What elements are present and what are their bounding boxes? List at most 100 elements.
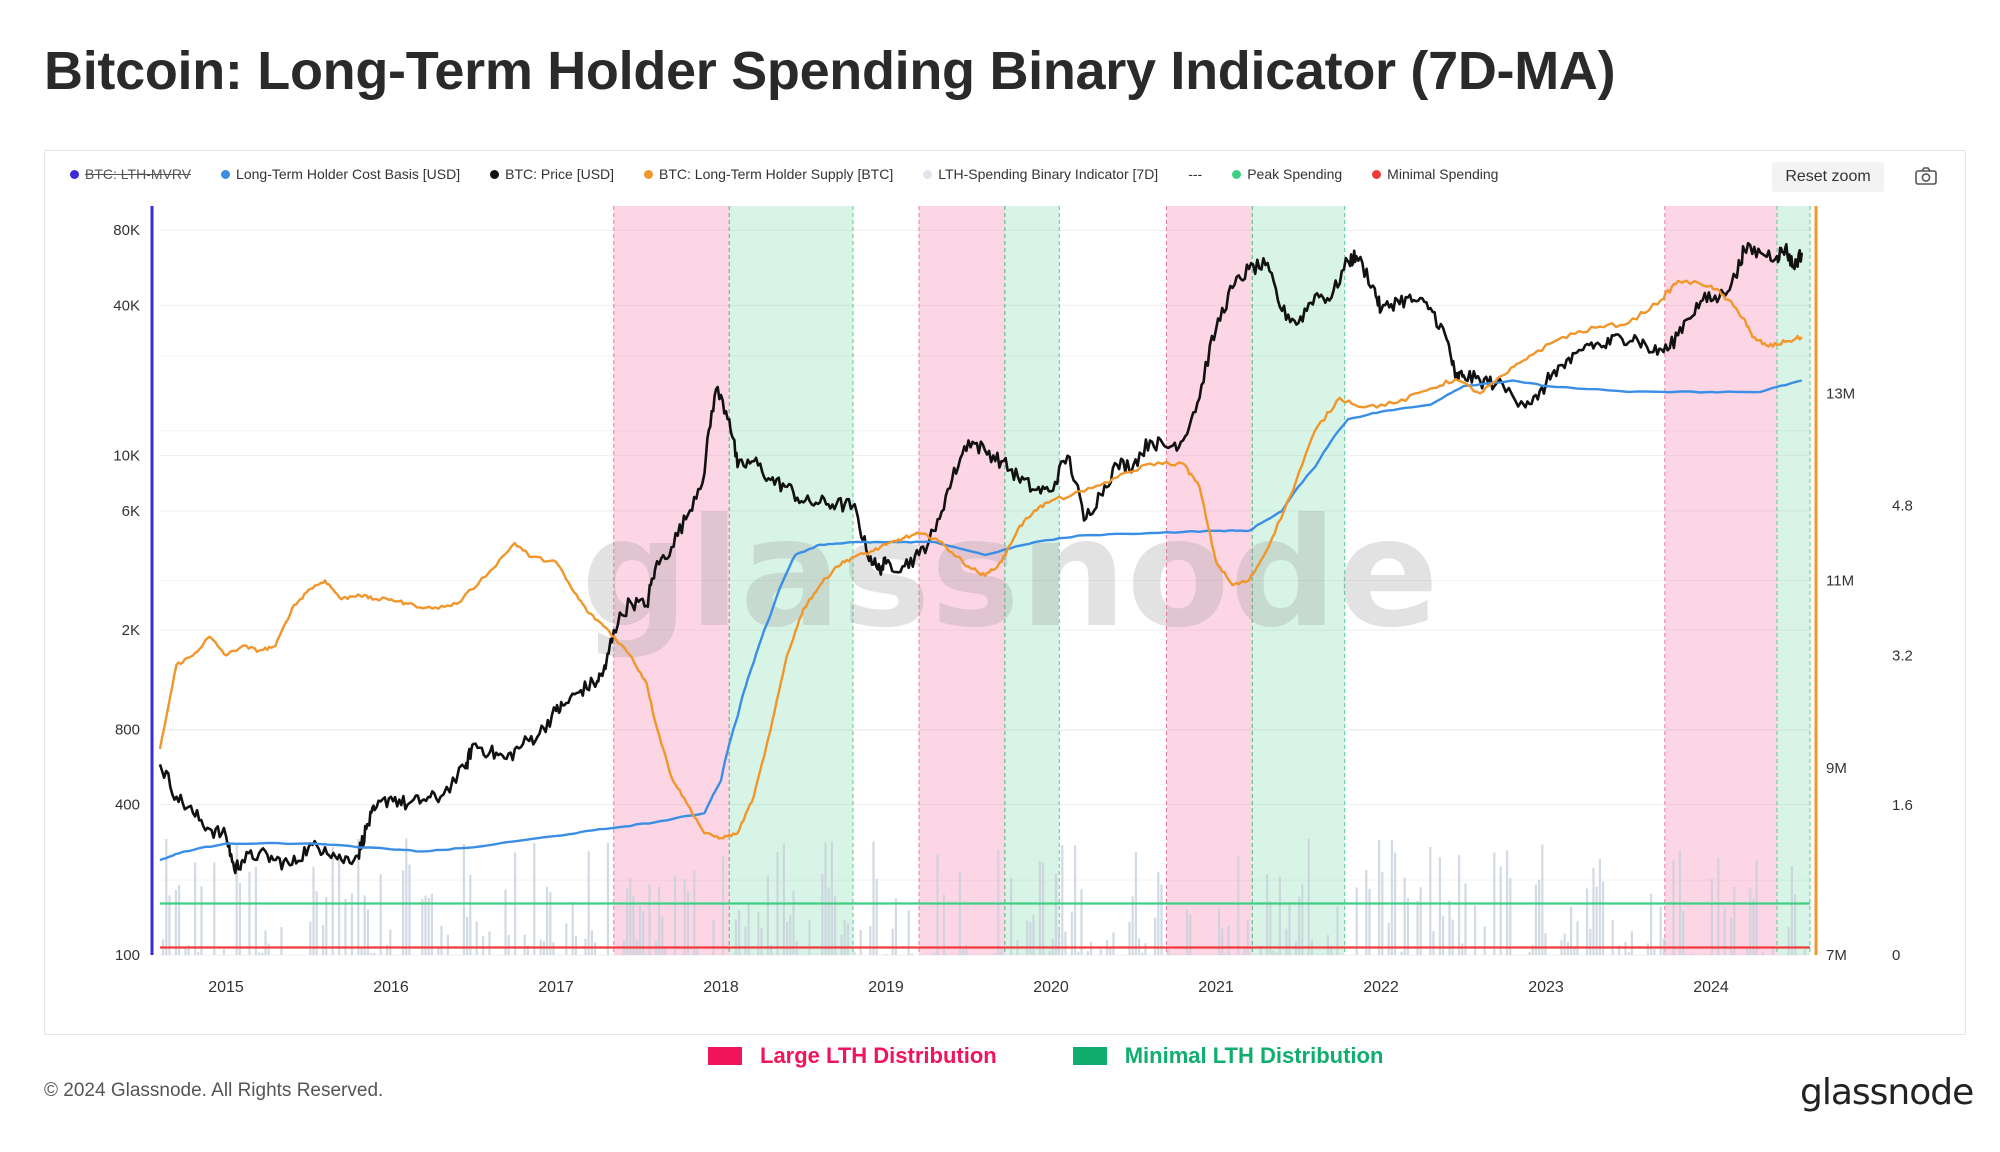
indicator-bar: [1531, 945, 1534, 955]
indicator-bar: [1166, 949, 1169, 955]
indicator-bar: [1483, 926, 1486, 955]
indicator-bar: [424, 895, 427, 955]
indicator-bar: [894, 898, 897, 955]
y-supply-tick-label: 7M: [1826, 947, 1847, 964]
indicator-bar: [1771, 946, 1774, 955]
indicator-bar: [1787, 927, 1790, 955]
indicator-bar: [238, 882, 241, 955]
indicator-bar: [1544, 933, 1547, 955]
indicator-bar: [1272, 950, 1275, 955]
indicator-bar: [696, 945, 699, 955]
indicator-bar: [421, 899, 424, 955]
large-distribution-swatch: [708, 1047, 742, 1065]
indicator-bar: [1618, 945, 1621, 955]
y-mvrv-tick-label: 1.6: [1892, 797, 1913, 814]
indicator-bar: [254, 866, 257, 955]
indicator-bar: [1224, 953, 1227, 955]
indicator-bar: [1534, 884, 1537, 955]
indicator-bar: [373, 953, 376, 955]
y-supply-tick-label: 9M: [1826, 760, 1847, 777]
indicator-bar: [1221, 928, 1224, 955]
indicator-bar: [853, 951, 856, 955]
indicator-bar: [1275, 952, 1278, 955]
indicator-bar: [222, 949, 225, 955]
indicator-bar: [1355, 887, 1358, 955]
indicator-bar: [1307, 838, 1310, 955]
indicator-bar: [1189, 914, 1192, 955]
camera-icon[interactable]: [1914, 166, 1938, 186]
indicator-bar: [1448, 900, 1451, 955]
indicator-bar: [770, 945, 773, 955]
indicator-bar: [360, 948, 363, 955]
legend-item-3[interactable]: BTC: Long-Term Holder Supply [BTC]: [644, 166, 893, 182]
x-tick-label: 2018: [703, 979, 739, 996]
indicator-bar: [747, 902, 750, 955]
indicator-bar: [350, 893, 353, 955]
indicator-bar: [1000, 948, 1003, 955]
indicator-bar: [462, 843, 465, 955]
indicator-bar: [363, 895, 366, 955]
indicator-bar: [408, 864, 411, 955]
indicator-bar: [312, 866, 315, 955]
legend-item-0[interactable]: BTC: LTH-MVRV: [70, 166, 191, 182]
copyright: © 2024 Glassnode. All Rights Reserved.: [44, 1080, 384, 1101]
indicator-bar: [1144, 943, 1147, 955]
indicator-bar: [1416, 900, 1419, 955]
indicator-bar: [280, 927, 283, 955]
indicator-bar: [760, 927, 763, 955]
indicator-bar: [744, 926, 747, 955]
indicator-bar: [965, 945, 968, 955]
indicator-bar: [1464, 883, 1467, 955]
indicator-bar: [469, 874, 472, 955]
indicator-bar: [1163, 954, 1166, 955]
indicator-bar: [1227, 925, 1230, 955]
indicator-bar: [370, 953, 373, 955]
reset-zoom-button[interactable]: Reset zoom: [1772, 162, 1884, 192]
minimal-distribution-label: Minimal LTH Distribution: [1124, 1043, 1384, 1068]
indicator-bar: [683, 879, 686, 955]
y-left-tick-label: 80K: [113, 222, 140, 239]
indicator-bar: [1074, 845, 1077, 955]
indicator-bar: [1592, 867, 1595, 955]
region-minimal-3: [1004, 206, 1060, 955]
indicator-bar: [1576, 921, 1579, 955]
indicator-bar: [574, 935, 577, 955]
legend-dot-icon: [1232, 169, 1242, 179]
indicator-bar: [1611, 919, 1614, 955]
indicator-bar: [1602, 881, 1605, 955]
indicator-bar: [178, 884, 181, 955]
indicator-bar: [686, 890, 689, 955]
legend-item-7[interactable]: Minimal Spending: [1372, 166, 1498, 182]
indicator-bar: [664, 947, 667, 955]
indicator-bar: [379, 874, 382, 955]
indicator-bar: [1186, 909, 1189, 955]
legend-item-4[interactable]: LTH-Spending Binary Indicator [7D]: [923, 166, 1158, 182]
indicator-bar: [235, 843, 238, 955]
indicator-bar: [322, 925, 325, 955]
indicator-bar: [1061, 845, 1064, 955]
indicator-bar: [1653, 948, 1656, 955]
legend-item-1[interactable]: Long-Term Holder Cost Basis [USD]: [221, 166, 460, 182]
indicator-bar: [488, 931, 491, 955]
indicator-bar: [869, 926, 872, 955]
y-left-tick-label: 6K: [122, 503, 140, 520]
indicator-bar: [1538, 879, 1541, 955]
legend-dot-icon: [221, 169, 231, 179]
indicator-bar: [437, 946, 440, 955]
indicator-bar: [430, 893, 433, 955]
indicator-bar: [1749, 887, 1752, 955]
indicator-bar: [821, 874, 824, 955]
indicator-bar: [1157, 871, 1160, 955]
indicator-bar: [1131, 896, 1134, 955]
indicator-bar: [1691, 953, 1694, 955]
indicator-bar: [389, 929, 392, 955]
legend-item-5[interactable]: ---: [1188, 166, 1202, 182]
indicator-bar: [197, 952, 200, 955]
indicator-bar: [933, 952, 936, 955]
legend-item-2[interactable]: BTC: Price [USD]: [490, 166, 614, 182]
legend-item-6[interactable]: Peak Spending: [1232, 166, 1342, 182]
legend-minimal-distribution: Minimal LTH Distribution: [1072, 1043, 1384, 1069]
legend-label: Minimal Spending: [1387, 166, 1499, 182]
indicator-bar: [1269, 901, 1272, 955]
indicator-bar: [786, 921, 789, 955]
